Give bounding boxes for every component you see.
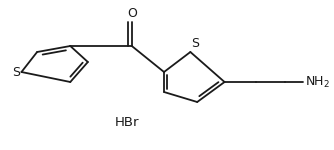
Text: NH$_2$: NH$_2$	[305, 74, 330, 90]
Text: HBr: HBr	[115, 116, 139, 129]
Text: S: S	[12, 66, 20, 78]
Text: O: O	[127, 7, 137, 20]
Text: S: S	[191, 37, 199, 50]
